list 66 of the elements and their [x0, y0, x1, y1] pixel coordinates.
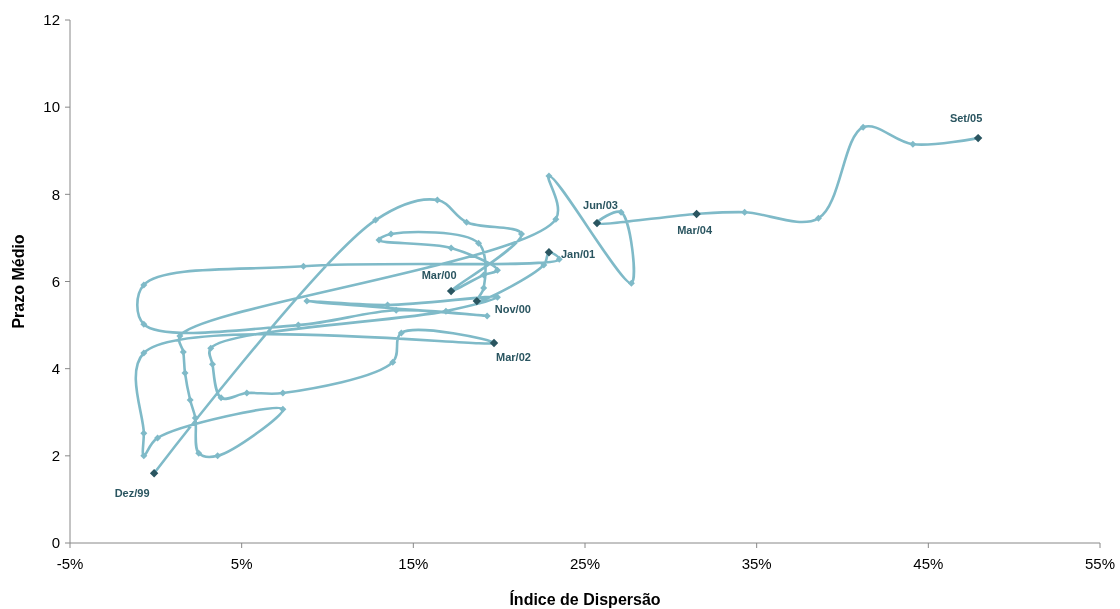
point — [208, 360, 216, 368]
annotation: Dez/99 — [114, 487, 150, 500]
point — [140, 349, 148, 357]
x-axis-title: Índice de Dispersão — [509, 590, 661, 608]
point — [552, 215, 560, 223]
point — [387, 230, 395, 238]
annotation: Mar/02 — [496, 350, 531, 363]
x-tick-label: 15% — [398, 555, 429, 572]
x-tick-label: 45% — [913, 555, 944, 572]
point — [217, 394, 225, 402]
point — [372, 216, 380, 224]
point — [195, 449, 203, 457]
point — [140, 320, 148, 328]
x-tick-label: 35% — [741, 555, 772, 572]
point — [279, 389, 287, 397]
point — [279, 405, 287, 413]
y-axis-title: Prazo Médio — [10, 234, 27, 329]
point — [140, 281, 148, 289]
x-tick-label: 55% — [1084, 555, 1116, 572]
y-tick-label: 0 — [51, 534, 60, 552]
point — [375, 236, 383, 244]
point — [475, 239, 483, 247]
point — [545, 172, 553, 180]
y-tick-label: 4 — [51, 359, 60, 377]
point — [463, 218, 471, 226]
point — [859, 123, 867, 131]
point — [191, 414, 199, 422]
x-tick-label: 25% — [569, 555, 601, 572]
point — [154, 434, 162, 442]
y-tick-label: 6 — [51, 272, 60, 290]
point — [617, 208, 625, 216]
y-tick-label: 8 — [51, 185, 60, 203]
point — [214, 452, 222, 460]
point — [140, 452, 148, 460]
annotation: Jun/03 — [583, 199, 618, 212]
x-tick-label: 5% — [230, 555, 253, 572]
point — [397, 329, 405, 337]
annotation: Jan/01 — [560, 248, 596, 261]
point — [814, 214, 822, 222]
point — [389, 358, 397, 366]
point — [447, 244, 455, 252]
point — [392, 306, 400, 314]
point — [627, 279, 635, 287]
point — [493, 266, 501, 274]
annotation: Nov/00 — [494, 303, 531, 316]
point — [517, 230, 525, 238]
point — [181, 369, 189, 377]
point — [483, 312, 491, 320]
point — [540, 261, 548, 269]
y-tick-label: 12 — [43, 11, 60, 29]
point — [299, 262, 307, 270]
y-tick-label: 2 — [51, 447, 60, 465]
point — [480, 271, 488, 279]
x-tick-label: -5% — [56, 555, 84, 572]
annotation: Mar/04 — [677, 223, 713, 236]
annotation: Set/05 — [949, 112, 983, 125]
y-tick-label: 10 — [43, 98, 60, 116]
point — [186, 396, 194, 404]
point — [741, 208, 749, 216]
point — [555, 255, 563, 263]
point — [303, 297, 311, 305]
point — [480, 284, 488, 292]
point — [207, 344, 215, 352]
point — [909, 140, 917, 148]
point — [179, 348, 187, 356]
annotation: Mar/00 — [421, 269, 457, 282]
